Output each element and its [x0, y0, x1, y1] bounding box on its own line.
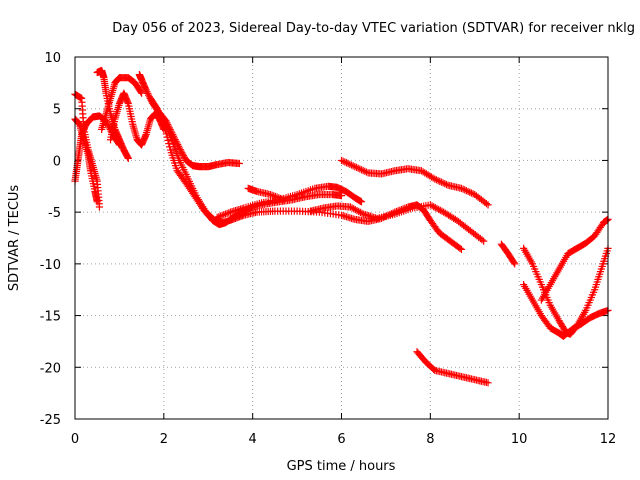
series-track-o	[497, 240, 519, 268]
x-tick-label: 12	[600, 432, 617, 447]
series-track-r	[537, 215, 612, 304]
x-axis-label: GPS time / hours	[287, 459, 396, 474]
series-track-q	[520, 280, 612, 340]
chart-title: Day 056 of 2023, Sidereal Day-to-day VTE…	[112, 21, 635, 36]
y-tick-label: 5	[53, 103, 61, 118]
data-point	[337, 191, 346, 200]
data-point	[164, 136, 172, 144]
data-point	[480, 237, 488, 245]
x-tick-label: 4	[249, 432, 257, 447]
data-point	[93, 198, 101, 206]
series-track-n	[413, 348, 492, 387]
y-tick-label: -10	[40, 258, 61, 273]
data-point	[124, 154, 132, 162]
data-point	[137, 88, 145, 96]
x-tick-label: 0	[71, 432, 79, 447]
data-point	[510, 258, 518, 267]
y-tick-label: 0	[53, 154, 61, 169]
data-point	[95, 203, 104, 211]
data-point	[457, 245, 466, 253]
x-tick-label: 6	[337, 432, 345, 447]
grid-layer	[75, 57, 608, 419]
x-tick-label: 2	[160, 432, 168, 447]
data-points	[71, 66, 612, 387]
y-tick-label: -20	[40, 361, 61, 376]
data-point	[456, 244, 464, 252]
series-track-k	[306, 201, 488, 245]
data-point	[138, 89, 146, 97]
ticks-layer: 0 2 4 6 8 10 12 10 5 0 -5 -10 -15 -20 -25	[40, 51, 617, 447]
data-point	[484, 379, 492, 387]
series-track-i	[155, 113, 466, 253]
data-point	[511, 260, 519, 268]
series-track-e	[98, 74, 146, 133]
y-axis-label: SDTVAR / TECUs	[7, 185, 22, 292]
plot-frame	[74, 56, 609, 420]
series-track-l	[244, 184, 288, 204]
data-point	[235, 159, 243, 168]
y-tick-label: -5	[48, 206, 61, 221]
data-point	[484, 201, 492, 209]
x-tick-label: 10	[511, 432, 528, 447]
data-point	[357, 198, 366, 206]
data-point	[280, 196, 288, 204]
y-tick-label: -15	[40, 310, 61, 325]
x-tick-label: 8	[426, 432, 434, 447]
y-tick-label: 10	[44, 51, 61, 66]
series-track-j	[213, 182, 366, 221]
y-tick-label: -25	[40, 413, 61, 428]
series-track-m	[337, 156, 492, 209]
